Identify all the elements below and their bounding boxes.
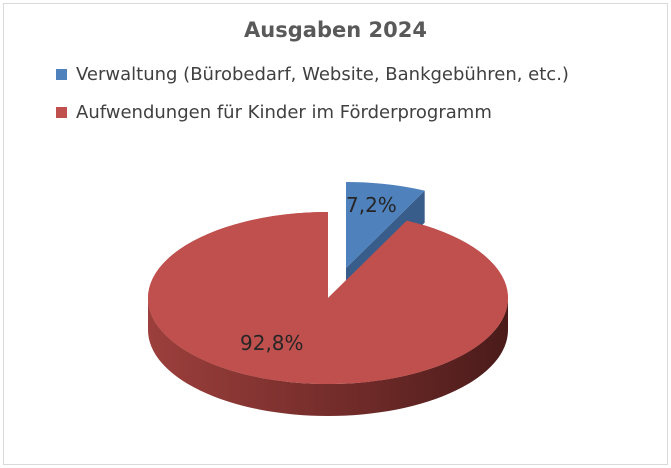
- pie-side-kinder: [148, 298, 508, 416]
- legend-swatch: [56, 69, 67, 80]
- legend-label: Verwaltung (Bürobedarf, Website, Bankgeb…: [76, 64, 569, 85]
- data-label-kinder: 92,8%: [240, 331, 304, 355]
- pie-slice-verwaltung: [346, 182, 425, 268]
- legend-swatch: [56, 107, 67, 118]
- legend-item-verwaltung: Verwaltung (Bürobedarf, Website, Bankgeb…: [56, 64, 569, 85]
- data-label-verwaltung: 7,2%: [346, 193, 397, 217]
- legend-label: Aufwendungen für Kinder im Förderprogram…: [76, 102, 492, 123]
- pie-slice-kinder-top: [147, 212, 509, 385]
- legend-item-kinder: Aufwendungen für Kinder im Förderprogram…: [56, 102, 492, 123]
- chart-title: Ausgaben 2024: [244, 18, 427, 42]
